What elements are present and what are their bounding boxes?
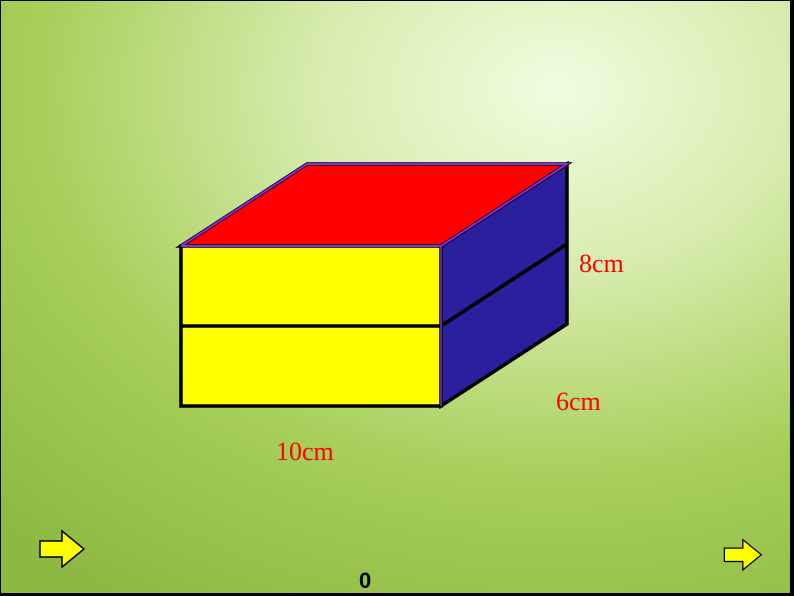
label-height: 8cm: [579, 249, 624, 279]
next-arrow-button[interactable]: [721, 538, 771, 588]
cuboid-diagram: [1, 1, 794, 596]
frame-edge-right: [790, 1, 793, 595]
arrow-right-icon: [36, 529, 86, 579]
prev-arrow-button[interactable]: [36, 529, 86, 579]
frame-edge-bottom: [1, 593, 793, 595]
page-number: 0: [359, 568, 371, 594]
arrow-right-icon: [721, 538, 763, 580]
slide-stage: 8cm 6cm 10cm 0: [0, 0, 794, 596]
label-depth: 6cm: [556, 387, 601, 417]
label-width: 10cm: [276, 437, 334, 467]
